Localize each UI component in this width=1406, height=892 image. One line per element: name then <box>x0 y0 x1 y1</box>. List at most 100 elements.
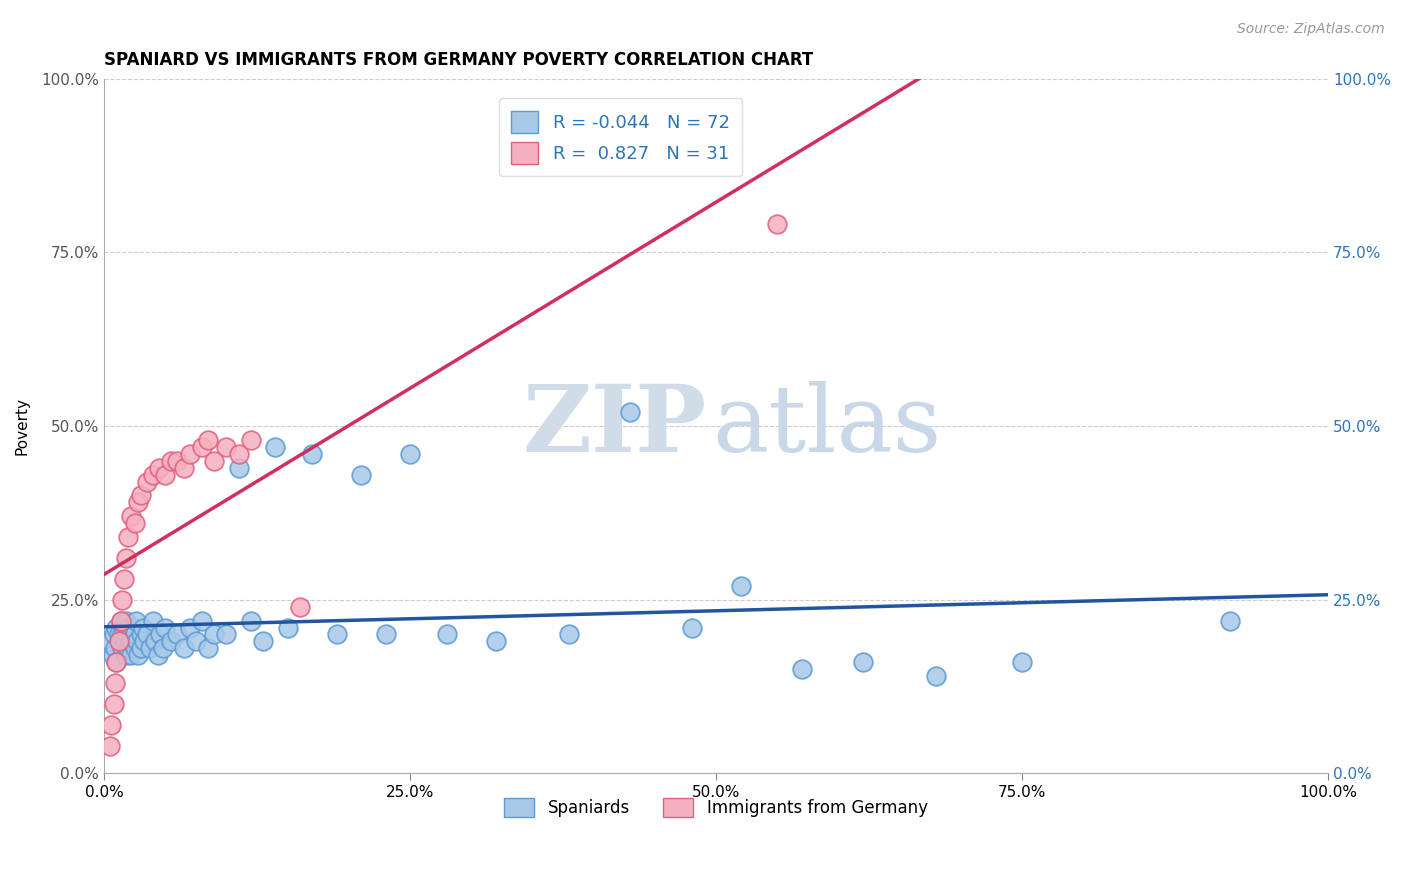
Point <box>132 620 155 634</box>
Point <box>111 641 134 656</box>
Point <box>110 614 132 628</box>
Point <box>104 676 127 690</box>
Point <box>127 648 149 663</box>
Point <box>124 641 146 656</box>
Point <box>114 634 136 648</box>
Text: atlas: atlas <box>713 381 942 471</box>
Point <box>399 447 422 461</box>
Point <box>153 467 176 482</box>
Point <box>100 718 122 732</box>
Point <box>120 509 142 524</box>
Point <box>166 454 188 468</box>
Point <box>197 433 219 447</box>
Point <box>142 467 165 482</box>
Point <box>124 516 146 531</box>
Point <box>117 530 139 544</box>
Point <box>191 440 214 454</box>
Point <box>118 634 141 648</box>
Point <box>127 495 149 509</box>
Point <box>485 634 508 648</box>
Point <box>103 697 125 711</box>
Point <box>107 634 129 648</box>
Point <box>124 627 146 641</box>
Point <box>790 662 813 676</box>
Point <box>153 620 176 634</box>
Point <box>1219 614 1241 628</box>
Point <box>120 648 142 663</box>
Point <box>105 655 128 669</box>
Point <box>301 447 323 461</box>
Point <box>166 627 188 641</box>
Point <box>121 634 143 648</box>
Point <box>148 460 170 475</box>
Point <box>146 648 169 663</box>
Point <box>115 648 138 663</box>
Point <box>852 655 875 669</box>
Point <box>215 440 238 454</box>
Point <box>228 460 250 475</box>
Point <box>104 641 127 656</box>
Point <box>173 460 195 475</box>
Point <box>134 634 156 648</box>
Point <box>325 627 347 641</box>
Point <box>277 620 299 634</box>
Point <box>228 447 250 461</box>
Point <box>558 627 581 641</box>
Point <box>103 627 125 641</box>
Legend: Spaniards, Immigrants from Germany: Spaniards, Immigrants from Germany <box>498 791 935 824</box>
Point <box>135 627 157 641</box>
Point <box>160 454 183 468</box>
Point <box>436 627 458 641</box>
Point <box>98 634 121 648</box>
Point <box>288 599 311 614</box>
Point <box>125 614 148 628</box>
Point <box>374 627 396 641</box>
Point <box>101 648 124 663</box>
Point <box>179 447 201 461</box>
Point <box>111 592 134 607</box>
Point <box>191 614 214 628</box>
Point <box>135 475 157 489</box>
Point <box>215 627 238 641</box>
Point <box>115 627 138 641</box>
Point <box>202 627 225 641</box>
Point <box>681 620 703 634</box>
Point <box>107 627 129 641</box>
Point <box>730 579 752 593</box>
Point <box>239 433 262 447</box>
Point <box>129 641 152 656</box>
Point <box>264 440 287 454</box>
Point <box>129 488 152 502</box>
Point <box>1011 655 1033 669</box>
Point <box>139 641 162 656</box>
Point <box>142 614 165 628</box>
Point <box>115 551 138 566</box>
Point <box>105 620 128 634</box>
Point <box>117 641 139 656</box>
Point <box>112 620 135 634</box>
Point <box>179 620 201 634</box>
Point <box>105 655 128 669</box>
Point <box>108 634 131 648</box>
Point <box>120 627 142 641</box>
Point <box>925 669 948 683</box>
Point <box>112 572 135 586</box>
Point <box>202 454 225 468</box>
Point <box>98 739 121 753</box>
Point <box>184 634 207 648</box>
Text: ZIP: ZIP <box>522 381 706 471</box>
Point <box>173 641 195 656</box>
Point <box>110 614 132 628</box>
Point <box>239 614 262 628</box>
Point <box>129 627 152 641</box>
Point <box>252 634 274 648</box>
Point <box>197 641 219 656</box>
Point <box>619 405 641 419</box>
Point <box>766 218 789 232</box>
Point <box>149 627 172 641</box>
Point <box>152 641 174 656</box>
Point <box>122 620 145 634</box>
Y-axis label: Poverty: Poverty <box>15 397 30 455</box>
Point <box>125 634 148 648</box>
Text: SPANIARD VS IMMIGRANTS FROM GERMANY POVERTY CORRELATION CHART: SPANIARD VS IMMIGRANTS FROM GERMANY POVE… <box>104 51 813 69</box>
